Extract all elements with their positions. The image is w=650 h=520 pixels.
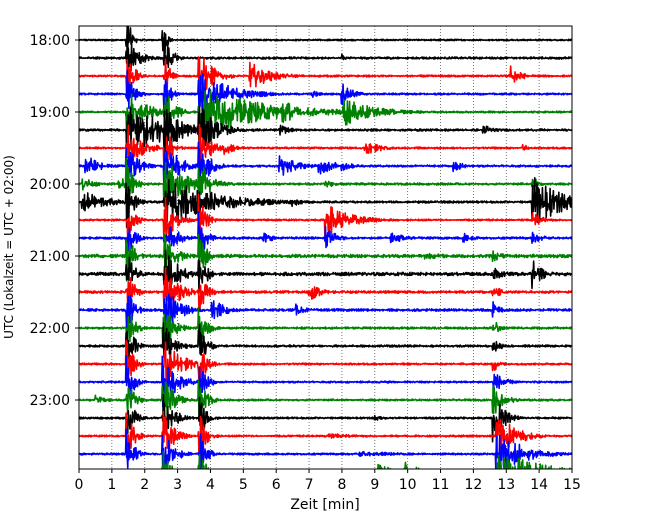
trace-18:45 [79,90,572,137]
x-tick-label: 11 [432,477,450,493]
x-tick-label: 6 [272,477,281,493]
x-tick-label: 2 [140,477,149,493]
trace-21:30 [79,293,572,336]
y-tick-label: 22:00 [30,321,70,337]
x-tick-label: 7 [305,477,314,493]
y-tick-label: 19:00 [30,105,70,121]
plot-frame [78,25,573,470]
x-tick-label: 13 [497,477,515,493]
x-tick-label: 9 [370,477,379,493]
x-tick-label: 14 [530,477,548,493]
x-tick-label: 3 [173,477,182,493]
vertical-grid-lines [111,26,540,469]
y-tick-label: 23:00 [30,393,70,409]
trace-22:45 [79,379,572,417]
x-tick-label: 5 [239,477,248,493]
x-tick-label: 4 [206,477,215,493]
trace-20:45 [79,233,572,282]
trace-21:15 [79,267,572,312]
x-tick-label: 15 [563,477,581,493]
x-tick-label: 12 [464,477,482,493]
trace-19:45 [79,157,572,207]
y-axis-label: UTC (Lokalzeit = UTC + 02:00) [2,155,16,339]
y-tick-label: 18:00 [30,33,70,49]
trace-20:00 [79,176,572,229]
trace-22:15 [79,339,572,386]
trace-19:30 [79,141,572,192]
y-axis-ticks: 18:00 19:00 20:00 21:00 22:00 23:00 [30,33,79,409]
trace-19:00 [79,105,572,156]
seismic-traces [79,26,572,469]
x-tick-label: 10 [399,477,417,493]
trace-19:15 [79,123,572,170]
y-tick-label: 20:00 [30,177,70,193]
trace-18:15 [79,56,572,100]
trace-18:30 [79,69,572,116]
x-axis-ticks: 0 1 2 3 4 5 6 7 8 9 10 11 12 13 14 15 [75,469,581,493]
x-tick-label: 8 [337,477,346,493]
trace-20:15 [79,193,572,243]
trace-23:15 [79,410,572,457]
x-axis-label: Zeit [min] [290,497,359,513]
trace-17:45 [79,26,572,55]
trace-21:00 [79,249,572,298]
y-tick-label: 21:00 [30,249,70,265]
trace-23:30 [79,428,572,469]
trace-22:30 [79,355,572,408]
trace-22:00 [79,322,572,360]
trace-18:00 [79,32,572,72]
x-tick-label: 0 [75,477,84,493]
trace-20:30 [79,211,572,256]
trace-21:45 [79,306,572,353]
x-tick-label: 1 [107,477,116,493]
trace-23:00 [79,393,572,443]
